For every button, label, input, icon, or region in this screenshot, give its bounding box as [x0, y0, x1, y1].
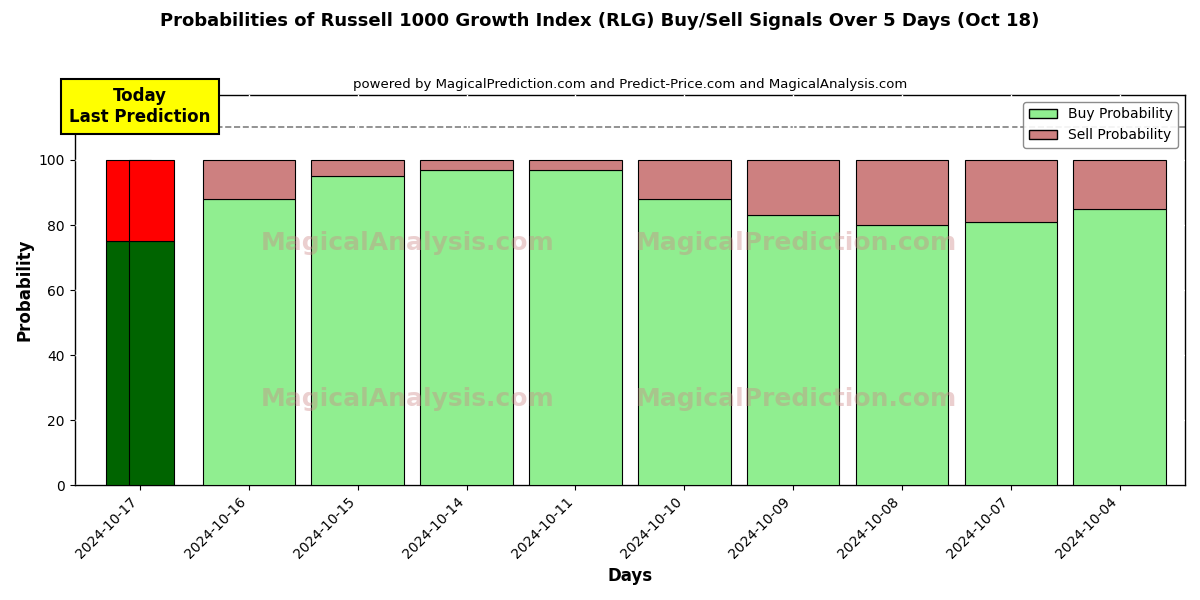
- Title: powered by MagicalPrediction.com and Predict-Price.com and MagicalAnalysis.com: powered by MagicalPrediction.com and Pre…: [353, 78, 907, 91]
- Bar: [312, 160, 404, 176]
- X-axis label: Days: Days: [607, 567, 653, 585]
- Bar: [203, 199, 295, 485]
- Bar: [856, 160, 948, 225]
- Bar: [420, 170, 512, 485]
- Bar: [312, 176, 404, 485]
- Bar: [746, 160, 839, 215]
- Text: Today
Last Prediction: Today Last Prediction: [70, 87, 211, 126]
- Text: Probabilities of Russell 1000 Growth Index (RLG) Buy/Sell Signals Over 5 Days (O: Probabilities of Russell 1000 Growth Ind…: [161, 12, 1039, 30]
- Bar: [1074, 209, 1166, 485]
- Bar: [128, 160, 174, 241]
- Bar: [420, 160, 512, 170]
- Bar: [106, 160, 151, 241]
- Bar: [203, 160, 295, 199]
- Text: MagicalPrediction.com: MagicalPrediction.com: [636, 388, 958, 412]
- Bar: [638, 199, 731, 485]
- Legend: Buy Probability, Sell Probability: Buy Probability, Sell Probability: [1024, 102, 1178, 148]
- Bar: [529, 170, 622, 485]
- Bar: [106, 241, 151, 485]
- Text: MagicalPrediction.com: MagicalPrediction.com: [636, 231, 958, 255]
- Y-axis label: Probability: Probability: [16, 239, 34, 341]
- Bar: [965, 222, 1057, 485]
- Bar: [128, 241, 174, 485]
- Bar: [529, 160, 622, 170]
- Bar: [856, 225, 948, 485]
- Bar: [965, 160, 1057, 222]
- Text: MagicalAnalysis.com: MagicalAnalysis.com: [260, 231, 554, 255]
- Bar: [638, 160, 731, 199]
- Bar: [1074, 160, 1166, 209]
- Bar: [746, 215, 839, 485]
- Text: MagicalAnalysis.com: MagicalAnalysis.com: [260, 388, 554, 412]
